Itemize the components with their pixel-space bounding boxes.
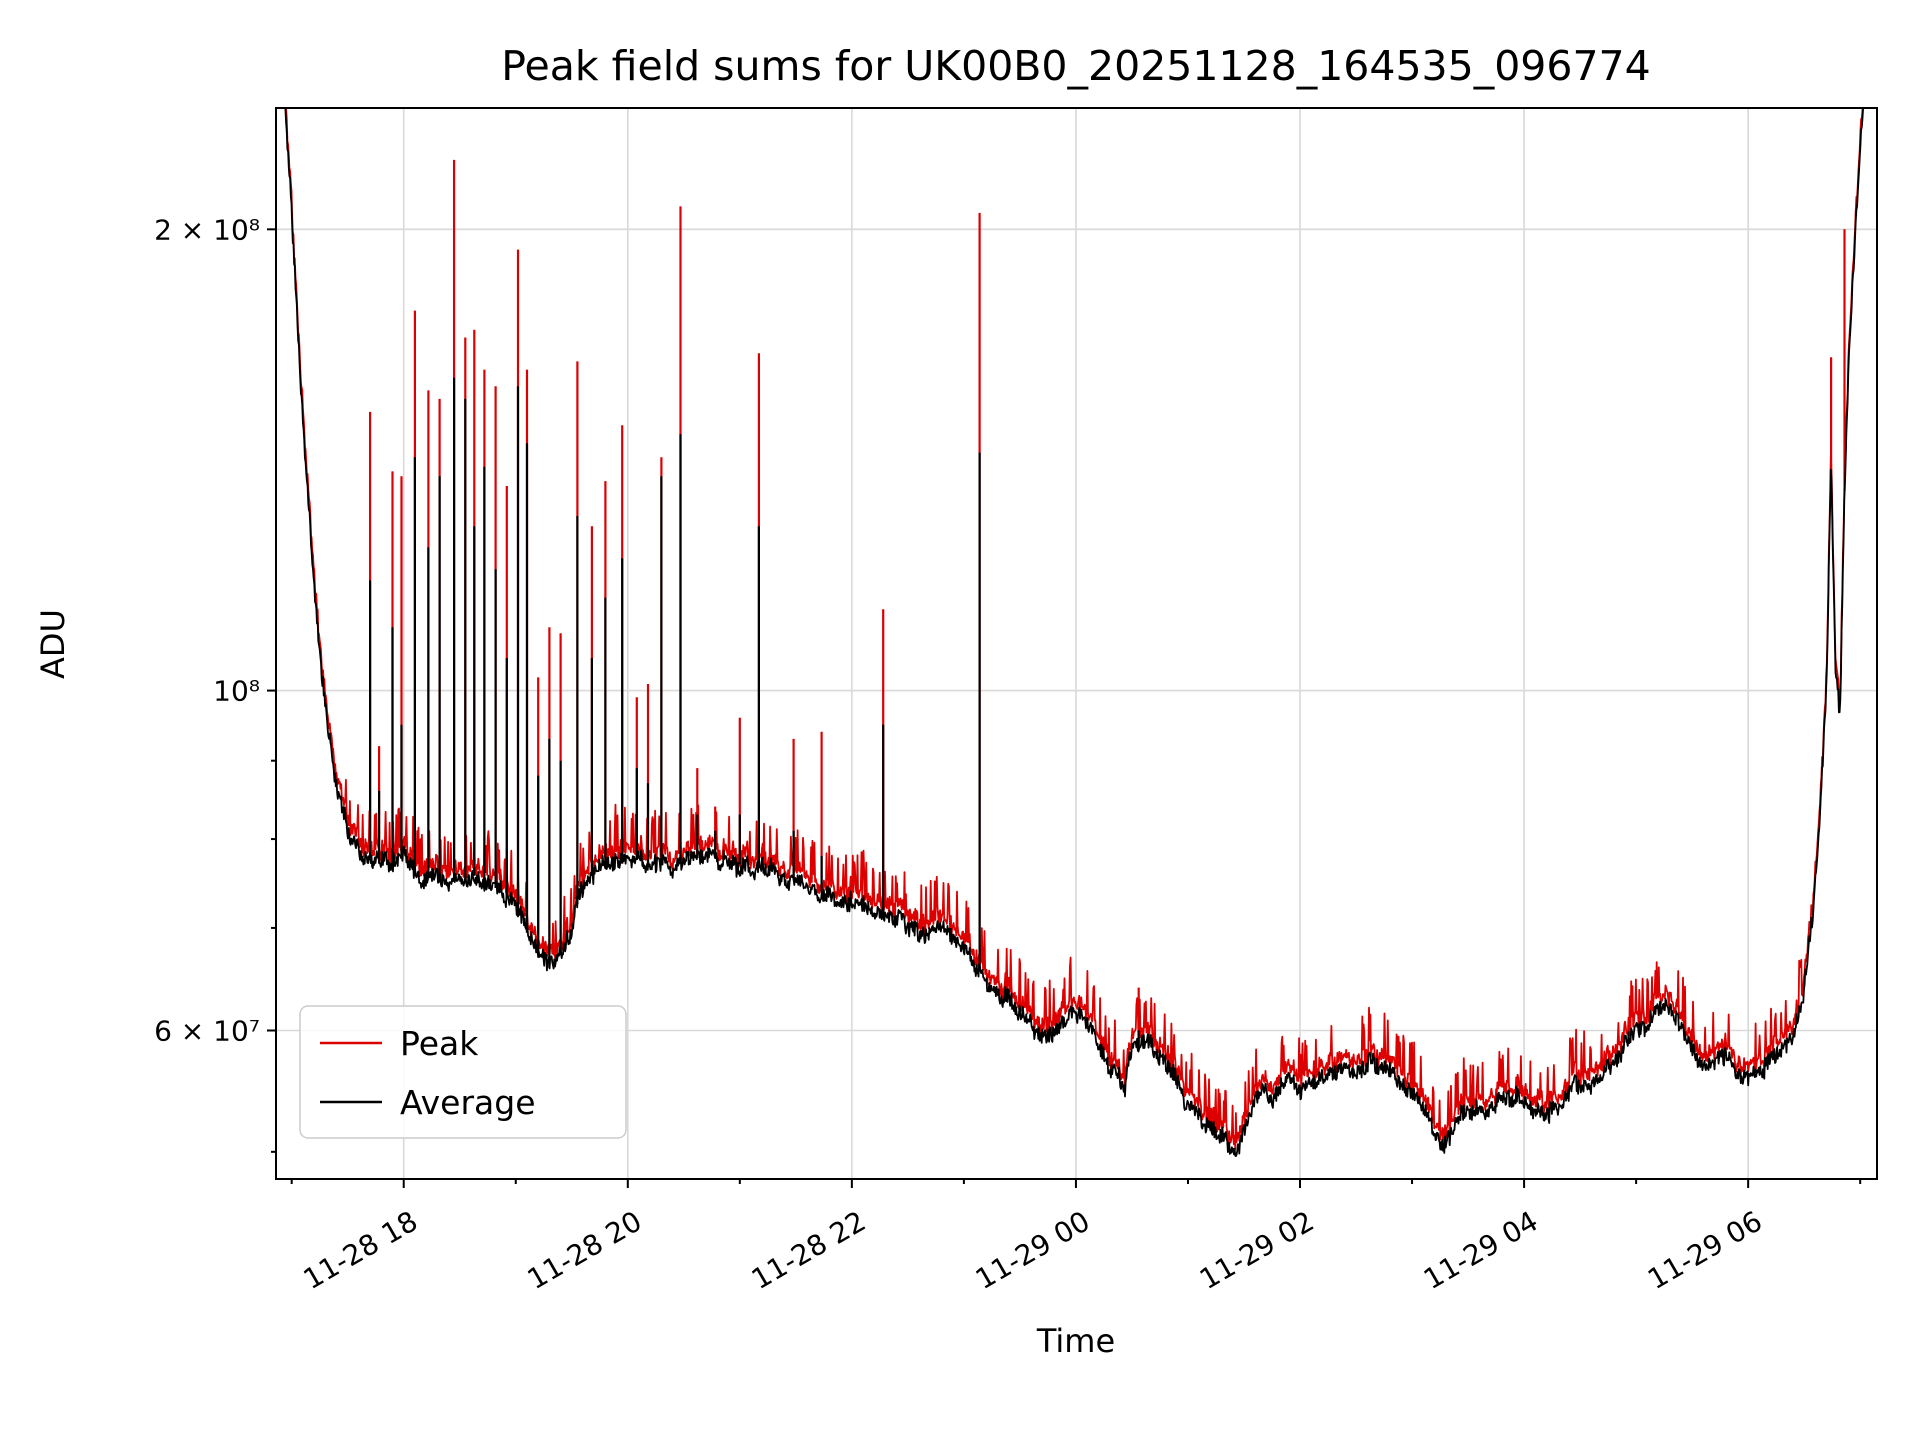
chart-title: Peak field sums for UK00B0_20251128_1645… <box>501 42 1650 90</box>
series-layer <box>284 108 1865 1157</box>
legend-box <box>299 1005 627 1139</box>
x-axis-label: Time <box>1036 1322 1115 1360</box>
average-series-line <box>284 108 1865 1157</box>
legend-peak-label: Peak <box>400 1024 479 1063</box>
grid-layer <box>276 108 1877 1179</box>
x-tick-label: 11-29 00 <box>970 1204 1096 1296</box>
average-series <box>284 108 1865 1157</box>
y-axis-label: ADU <box>34 609 72 679</box>
peak-series-line <box>285 108 1864 1150</box>
x-tick-label: 11-28 20 <box>522 1204 648 1296</box>
x-tick-label: 11-29 06 <box>1642 1204 1768 1296</box>
y-tick-label: 6 × 10⁷ <box>154 1015 260 1048</box>
y-tick-label: 2 × 10⁸ <box>154 213 260 246</box>
x-tick-label: 11-28 18 <box>298 1204 424 1296</box>
legend-average-label: Average <box>400 1083 536 1122</box>
y-tick-label: 10⁸ <box>213 675 260 708</box>
peak-spikes <box>369 159 1846 1049</box>
x-tick-label: 11-29 04 <box>1418 1204 1544 1296</box>
legend: Peak Average <box>299 1005 627 1139</box>
x-tick-label: 11-29 02 <box>1194 1204 1320 1296</box>
x-tick-label: 11-28 22 <box>746 1204 872 1296</box>
